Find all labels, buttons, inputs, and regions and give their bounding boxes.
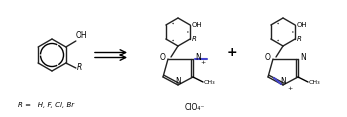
Text: CH₃: CH₃ (309, 80, 321, 86)
Text: +: + (287, 86, 292, 91)
Text: R: R (297, 36, 302, 42)
Text: N: N (280, 77, 286, 86)
Text: +: + (200, 60, 205, 64)
Text: R =   H, F, Cl, Br: R = H, F, Cl, Br (18, 102, 74, 108)
Text: O: O (160, 53, 166, 62)
Text: ClO₄⁻: ClO₄⁻ (185, 102, 205, 112)
Text: O: O (265, 53, 271, 62)
Text: OH: OH (297, 22, 308, 28)
Text: R: R (192, 36, 197, 42)
Text: OH: OH (76, 31, 87, 40)
Text: N: N (195, 53, 201, 62)
Text: OH: OH (192, 22, 203, 28)
Text: R: R (77, 64, 82, 73)
Text: N: N (175, 77, 181, 86)
Text: N: N (300, 53, 306, 62)
Text: CH₃: CH₃ (204, 80, 215, 86)
Text: +: + (227, 46, 237, 58)
